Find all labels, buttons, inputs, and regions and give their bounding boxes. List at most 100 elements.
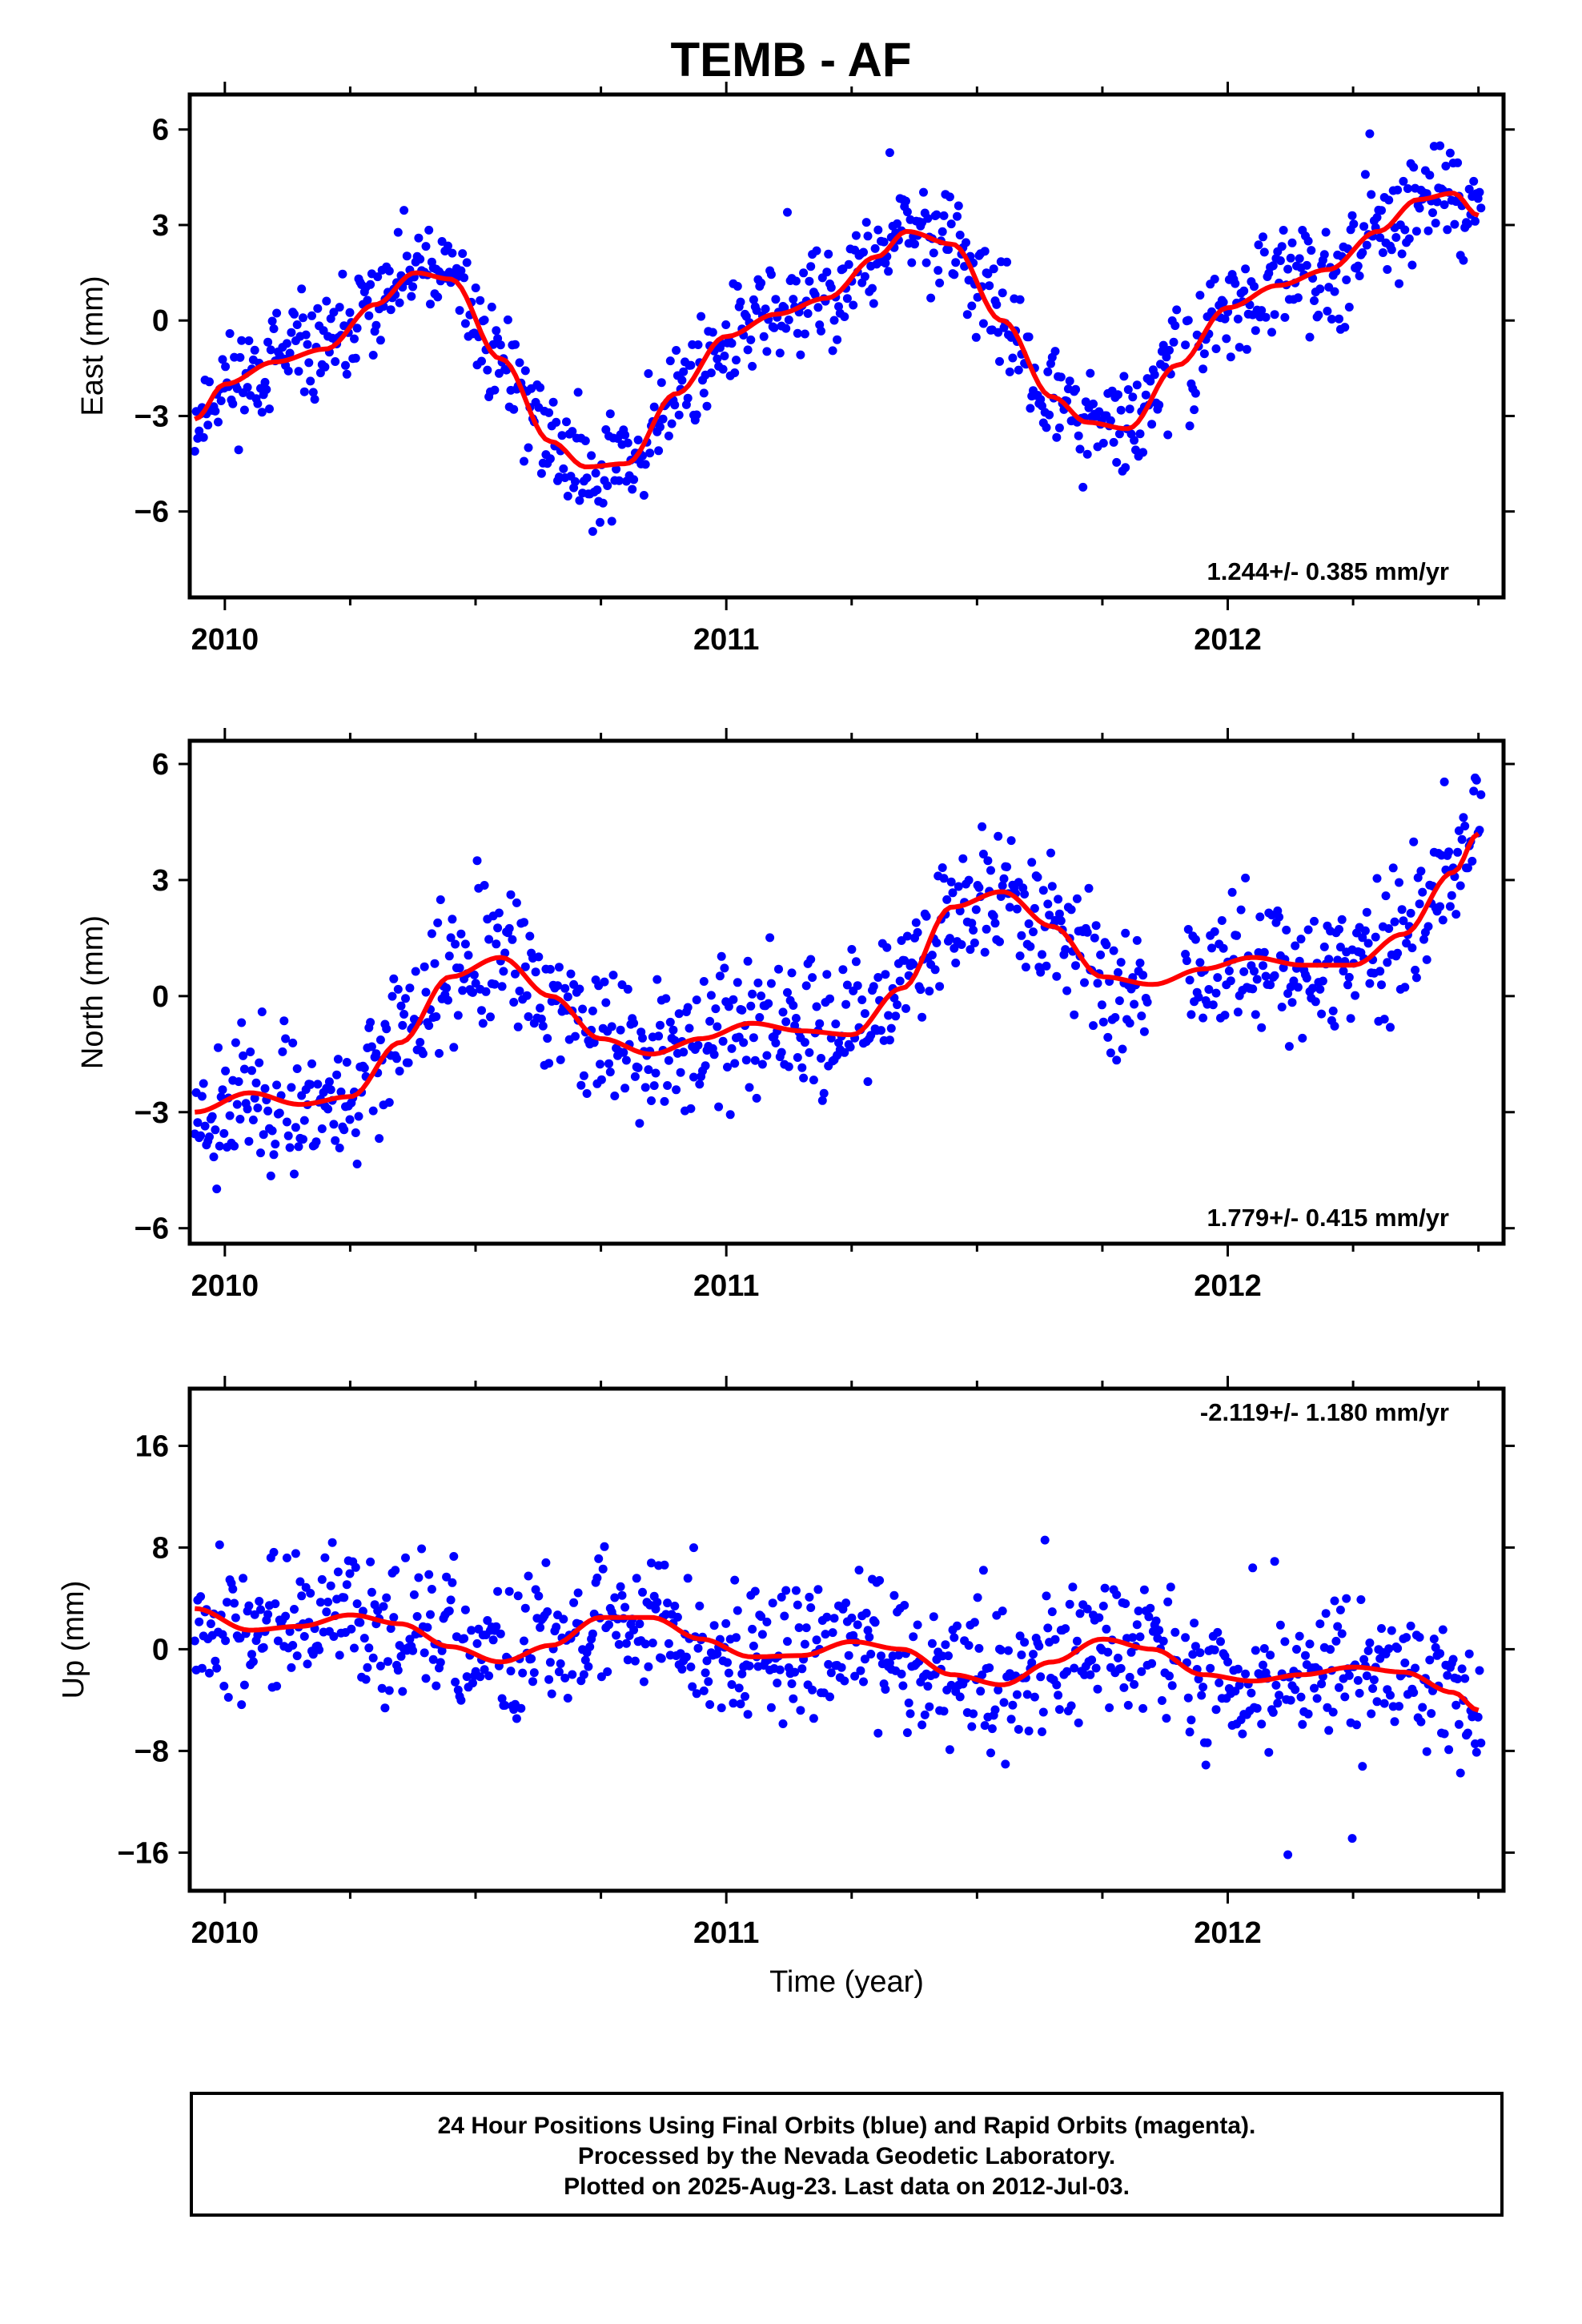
up-data-point (1317, 1679, 1327, 1689)
up-data-point (1464, 1649, 1474, 1659)
up-data-point (317, 1574, 327, 1584)
up-data-point (256, 1605, 265, 1614)
up-data-point (766, 1703, 776, 1712)
north-data-point (251, 1078, 261, 1088)
north-data-point (255, 1058, 264, 1068)
north-ytick-label: 3 (152, 864, 169, 898)
north-data-point (1070, 1010, 1079, 1019)
up-data-point (248, 1657, 258, 1667)
north-data-point (801, 981, 811, 991)
east-data-point (338, 269, 347, 279)
up-data-point (1158, 1636, 1168, 1646)
north-data-point (508, 935, 517, 944)
north-data-point (579, 1071, 588, 1080)
east-data-point (287, 328, 296, 337)
up-data-point (750, 1586, 760, 1596)
up-data-point (865, 1632, 874, 1642)
north-xtick-label: 2010 (191, 1269, 259, 1303)
east-data-point (582, 473, 592, 483)
north-data-point (538, 1021, 548, 1031)
east-data-point (623, 438, 632, 448)
north-data-point (998, 881, 1007, 891)
up-data-point (1400, 1659, 1410, 1667)
east-data-point (939, 211, 949, 220)
north-data-point (753, 978, 763, 987)
north-data-point (1468, 856, 1477, 866)
north-data-point (405, 983, 415, 993)
north-data-point (1093, 979, 1102, 988)
north-data-point (387, 991, 397, 1001)
up-data-point (1271, 1680, 1281, 1690)
up-data-point (1448, 1655, 1458, 1664)
north-data-point (1270, 971, 1279, 980)
north-data-point (901, 1003, 910, 1013)
up-points (190, 1535, 1486, 1860)
east-data-point (1275, 256, 1285, 265)
up-data-point (386, 1624, 396, 1633)
east-data-point (720, 352, 729, 360)
east-data-point (216, 396, 226, 405)
north-data-point (957, 940, 966, 949)
north-data-point (219, 1128, 229, 1138)
up-data-point (472, 1638, 482, 1648)
north-data-point (771, 1038, 781, 1047)
north-data-point (714, 1102, 724, 1112)
north-data-point (513, 1022, 523, 1031)
north-data-point (884, 1011, 893, 1020)
east-data-point (1340, 323, 1350, 332)
east-data-point (1409, 163, 1419, 172)
up-data-point (1365, 1638, 1375, 1647)
up-data-point (999, 1698, 1009, 1707)
east-data-point (702, 401, 712, 411)
north-data-point (1021, 963, 1030, 972)
north-data-point (1135, 959, 1145, 967)
north-data-point (1311, 997, 1320, 1007)
east-data-point (645, 448, 655, 458)
up-data-point (837, 1663, 846, 1672)
up-data-point (987, 1724, 997, 1734)
up-data-point (359, 1634, 369, 1643)
up-data-point (844, 1651, 853, 1660)
east-data-point (1286, 253, 1295, 263)
up-data-point (380, 1703, 390, 1713)
up-data-point (291, 1549, 300, 1558)
east-data-point (480, 316, 489, 325)
up-data-point (875, 1576, 885, 1585)
north-data-point (234, 1077, 243, 1087)
up-data-point (1372, 1697, 1382, 1707)
east-data-point (962, 238, 970, 247)
east-data-point (190, 447, 199, 456)
north-data-point (1090, 933, 1099, 943)
east-data-point (269, 324, 279, 333)
up-data-point (534, 1591, 544, 1601)
up-data-point (1206, 1663, 1215, 1673)
up-data-point (1075, 1609, 1085, 1618)
north-data-point (1061, 945, 1070, 955)
east-data-point (1172, 305, 1182, 315)
up-data-point (259, 1642, 268, 1652)
east-data-point (1121, 463, 1130, 472)
north-data-point (757, 991, 766, 1001)
east-data-point (1002, 257, 1012, 267)
up-data-point (651, 1604, 661, 1614)
east-data-point (873, 225, 883, 235)
east-data-point (424, 225, 434, 235)
east-data-point (775, 348, 785, 358)
north-data-point (442, 983, 452, 993)
east-data-point (1463, 219, 1472, 229)
east-data-point (860, 271, 869, 281)
up-data-point (1355, 1688, 1364, 1698)
up-data-point (488, 1635, 498, 1645)
up-data-point (1463, 1728, 1472, 1738)
north-data-point (1375, 967, 1385, 976)
east-data-point (1399, 176, 1408, 186)
north-data-point (1289, 976, 1299, 986)
north-data-point (656, 1020, 665, 1030)
east-data-point (260, 377, 270, 387)
up-data-point (1268, 1707, 1278, 1717)
north-data-point (324, 1077, 334, 1087)
up-data-point (909, 1632, 918, 1642)
up-data-point (1367, 1709, 1376, 1719)
up-data-point (1165, 1671, 1174, 1681)
up-data-point (986, 1748, 995, 1758)
